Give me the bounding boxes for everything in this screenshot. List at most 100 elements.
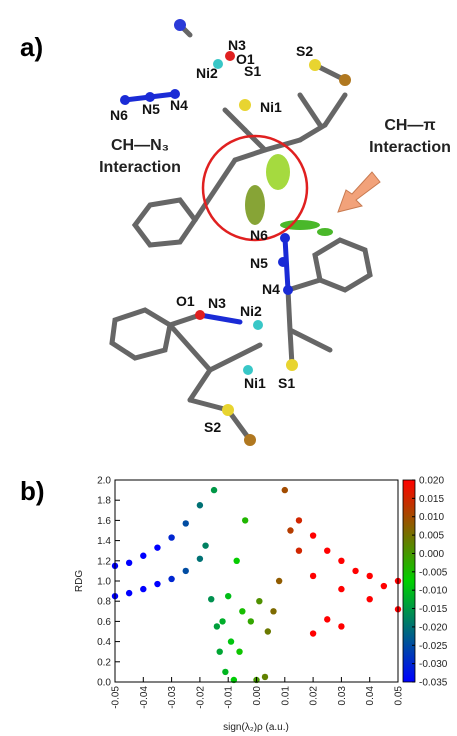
point [367, 573, 373, 579]
point [367, 596, 373, 602]
point [239, 608, 245, 614]
colorbar [403, 480, 415, 682]
point [287, 527, 293, 533]
y-tick-label: 0.6 [97, 617, 111, 628]
colorbar-tick-label: 0.010 [419, 512, 444, 523]
point [324, 548, 330, 554]
colorbar-tick-label: -0.010 [419, 586, 448, 597]
point [352, 568, 358, 574]
annotation: Interaction [369, 139, 451, 156]
atom-label: Ni2 [240, 303, 262, 319]
point [236, 649, 242, 655]
x-tick-label: 0.02 [309, 686, 320, 706]
x-tick-label: 0.04 [365, 686, 376, 706]
point [310, 630, 316, 636]
y-tick-label: 0.8 [97, 597, 111, 608]
point [140, 586, 146, 592]
colorbar-tick-label: -0.020 [419, 622, 448, 633]
point [265, 628, 271, 634]
point [183, 520, 189, 526]
point [168, 576, 174, 582]
point [217, 649, 223, 655]
point [197, 556, 203, 562]
point [381, 583, 387, 589]
point [126, 590, 132, 596]
point [214, 623, 220, 629]
point [248, 618, 254, 624]
point [208, 596, 214, 602]
colorbar-tick-label: -0.035 [419, 678, 448, 689]
atom-label: Ni1 [244, 375, 266, 391]
y-tick-label: 2.0 [97, 476, 111, 487]
x-tick-label: -0.01 [224, 686, 235, 709]
point [168, 534, 174, 540]
colorbar-tick-label: 0.005 [419, 531, 444, 542]
x-tick-label: 0.00 [252, 686, 263, 706]
point [140, 553, 146, 559]
point [242, 517, 248, 523]
atom-label: N5 [142, 101, 160, 117]
colorbar-tick-label: -0.015 [419, 604, 448, 615]
annotation: Interaction [99, 159, 181, 176]
y-tick-label: 1.4 [97, 536, 111, 547]
point [211, 487, 217, 493]
point [154, 581, 160, 587]
x-tick-label: -0.05 [111, 686, 122, 709]
y-tick-label: 0.0 [97, 678, 111, 689]
y-tick-label: 1.0 [97, 577, 111, 588]
point [197, 502, 203, 508]
point [262, 674, 268, 680]
atom-label: N6 [250, 227, 268, 243]
y-tick-label: 1.8 [97, 496, 111, 507]
atom-label: N4 [170, 97, 188, 113]
point [228, 638, 234, 644]
x-tick-label: 0.03 [337, 686, 348, 706]
panel-label: b) [20, 476, 45, 506]
point [202, 542, 208, 548]
atom-label: S1 [244, 63, 261, 79]
point [338, 558, 344, 564]
x-tick-label: 0.01 [280, 686, 291, 706]
point [324, 616, 330, 622]
figure: a) N3 O1 Ni2 S1 S2 N6 N5 N4 Ni1 CH—N₃ In… [0, 0, 457, 736]
point [154, 544, 160, 550]
point [126, 560, 132, 566]
atom-label: S2 [296, 43, 313, 59]
point [282, 487, 288, 493]
y-tick-label: 1.2 [97, 556, 111, 567]
point [296, 517, 302, 523]
colorbar-tick-label: -0.005 [419, 567, 448, 578]
x-tick-label: -0.03 [167, 686, 178, 709]
colorbar-tick-label: -0.025 [419, 641, 448, 652]
y-axis-label: RDG [74, 570, 85, 592]
annotation: CH—N₃ [111, 137, 169, 154]
point [222, 669, 228, 675]
point [225, 593, 231, 599]
point [256, 598, 262, 604]
point [219, 618, 225, 624]
y-tick-label: 0.4 [97, 637, 111, 648]
annotation: CH—π [384, 117, 435, 134]
atom-label: Ni1 [260, 99, 282, 115]
atom-label: N3 [208, 295, 226, 311]
atom-label: O1 [176, 293, 195, 309]
plot: 0.0 0.2 0.4 0.6 0.8 1.0 1.2 1.4 1.6 1.8 2.0 -0.05 -0… [97, 476, 448, 709]
atom-label: N6 [110, 107, 128, 123]
point [276, 578, 282, 584]
atom-label: N5 [250, 255, 268, 271]
x-tick-label: -0.04 [139, 686, 150, 709]
y-tick-label: 1.6 [97, 516, 111, 527]
point [310, 573, 316, 579]
atom-label: S2 [204, 419, 221, 435]
point [338, 623, 344, 629]
colorbar-tick-label: 0.000 [419, 549, 444, 560]
x-tick-label: 0.05 [394, 686, 405, 706]
y-tick-label: 0.2 [97, 657, 111, 668]
colorbar-tick-label: -0.030 [419, 659, 448, 670]
colorbar-tick-label: 0.015 [419, 494, 444, 505]
x-axis-label: sign(λ₂)ρ (a.u.) [223, 722, 289, 733]
atom-label: N4 [262, 281, 280, 297]
atom-label: S1 [278, 375, 295, 391]
atom-label: Ni2 [196, 65, 218, 81]
point [270, 608, 276, 614]
